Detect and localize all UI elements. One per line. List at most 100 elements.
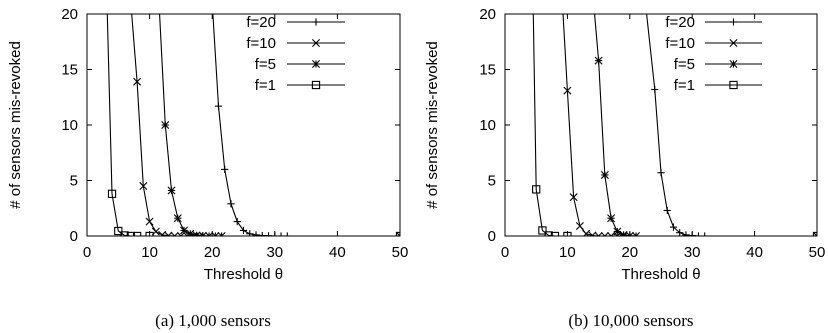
legend-label: f=20: [665, 14, 695, 31]
data-point-f=5: [186, 229, 195, 236]
legend-marker: [311, 80, 321, 90]
data-point-f=1: [395, 231, 400, 236]
series-line-f=1: [532, 14, 817, 236]
x-tick-label: 40: [329, 244, 346, 261]
legend-marker: [312, 18, 320, 26]
legend-label: f=1: [674, 77, 695, 94]
panel-caption: (a) 1,000 sensors: [155, 311, 271, 330]
y-tick-label: 20: [479, 6, 496, 23]
data-point-f=1: [812, 231, 817, 236]
data-point-f=5: [205, 232, 214, 236]
legend-marker: [312, 60, 320, 68]
data-point-f=10: [139, 182, 148, 191]
data-point-f=10: [594, 232, 603, 236]
legend: f=20 f=10 f=5 f=1: [665, 14, 762, 94]
data-point-f=1: [550, 231, 560, 236]
data-point-f=5: [217, 232, 226, 236]
data-point-f=10: [563, 86, 572, 95]
x-tick-label: 30: [266, 244, 283, 261]
data-area: [106, 14, 400, 236]
legend-label: f=10: [665, 35, 695, 52]
data-point-f=10: [145, 217, 154, 226]
data-point-f=5: [192, 231, 201, 236]
data-point-f=20: [701, 232, 709, 236]
data-point-f=10: [582, 229, 591, 236]
data-point-f=5: [173, 214, 182, 223]
data-point-f=20: [246, 230, 254, 236]
series-line-f=5: [594, 14, 817, 236]
data-point-f=5: [161, 121, 170, 129]
x-tick-label: 10: [559, 244, 576, 261]
legend-label: f=20: [246, 14, 276, 31]
y-tick-label: 10: [479, 117, 496, 134]
data-point-f=20: [669, 223, 678, 231]
data-point-f=10: [607, 232, 616, 236]
data-point-f=20: [694, 232, 703, 236]
y-tick-label: 5: [488, 173, 496, 190]
y-tick-label: 10: [61, 117, 78, 134]
legend-label: f=10: [246, 35, 276, 52]
data-point-f=1: [532, 185, 541, 194]
x-tick-label: 40: [746, 244, 763, 261]
legend-marker: [729, 80, 738, 90]
data-point-f=5: [632, 232, 641, 236]
data-point-f=1: [107, 189, 117, 198]
plot-frame: [504, 13, 818, 237]
legend-marker: [312, 39, 320, 47]
data-point-f=1: [120, 231, 129, 236]
panel-caption: (b) 10,000 sensors: [568, 311, 693, 330]
legend: f=20 f=10 f=5 f=1: [246, 14, 345, 94]
data-point-f=20: [227, 200, 235, 208]
data-point-f=1: [563, 231, 572, 236]
data-point-f=5: [167, 186, 176, 195]
data-area: [532, 14, 817, 236]
data-point-f=20: [271, 232, 279, 236]
series-line-f=5: [159, 14, 400, 236]
data-point-f=20: [252, 231, 260, 236]
x-tick-label: 10: [141, 244, 158, 261]
legend-marker: [729, 60, 738, 68]
y-axis-label: # of sensors mis-revoked: [424, 41, 441, 209]
x-tick-label: 50: [809, 244, 826, 261]
x-tick-label: 0: [501, 244, 509, 261]
x-tick-label: 30: [684, 244, 701, 261]
y-tick-label: 0: [488, 228, 496, 245]
data-point-f=5: [594, 56, 603, 65]
data-point-f=1: [538, 226, 547, 235]
data-point-f=5: [211, 232, 220, 236]
x-tick-label: 20: [204, 244, 221, 261]
data-point-f=20: [214, 102, 223, 110]
chart-panel-b: 0 10 20 30 40 50 0 5 10 15 20 Threshold θ # of senso…: [424, 6, 826, 330]
data-point-f=20: [657, 169, 665, 177]
legend-label: f=1: [255, 77, 276, 94]
legend-label: f=5: [674, 56, 695, 73]
legend-marker: [729, 18, 738, 26]
data-point-f=20: [283, 232, 291, 236]
chart-panel-a: 0 10 20 30 40 50 0 5 10 15 20 Threshold θ # of senso…: [7, 6, 408, 330]
data-point-f=10: [569, 193, 578, 202]
data-point-f=10: [176, 232, 185, 236]
data-point-f=5: [600, 170, 609, 179]
data-point-f=5: [396, 232, 400, 236]
data-point-f=10: [588, 231, 597, 236]
data-point-f=20: [233, 217, 241, 226]
y-axis-label: # of sensors mis-revoked: [7, 41, 24, 209]
data-point-f=20: [676, 229, 684, 236]
data-point-f=1: [132, 231, 142, 236]
data-point-f=10: [575, 222, 584, 230]
data-point-f=20: [663, 206, 671, 215]
y-tick-label: 20: [61, 6, 78, 23]
data-point-f=20: [651, 85, 659, 94]
y-tick-label: 15: [479, 62, 496, 79]
legend-marker: [729, 39, 738, 47]
data-point-f=20: [682, 231, 690, 236]
x-axis-label: Threshold θ: [621, 266, 700, 283]
series-line-f=20: [212, 14, 400, 236]
data-point-f=10: [600, 232, 609, 236]
legend-label: f=5: [255, 56, 276, 73]
x-tick-label: 0: [83, 244, 91, 261]
data-point-f=10: [170, 232, 179, 236]
y-tick-label: 15: [61, 62, 78, 79]
data-point-f=5: [813, 232, 817, 236]
